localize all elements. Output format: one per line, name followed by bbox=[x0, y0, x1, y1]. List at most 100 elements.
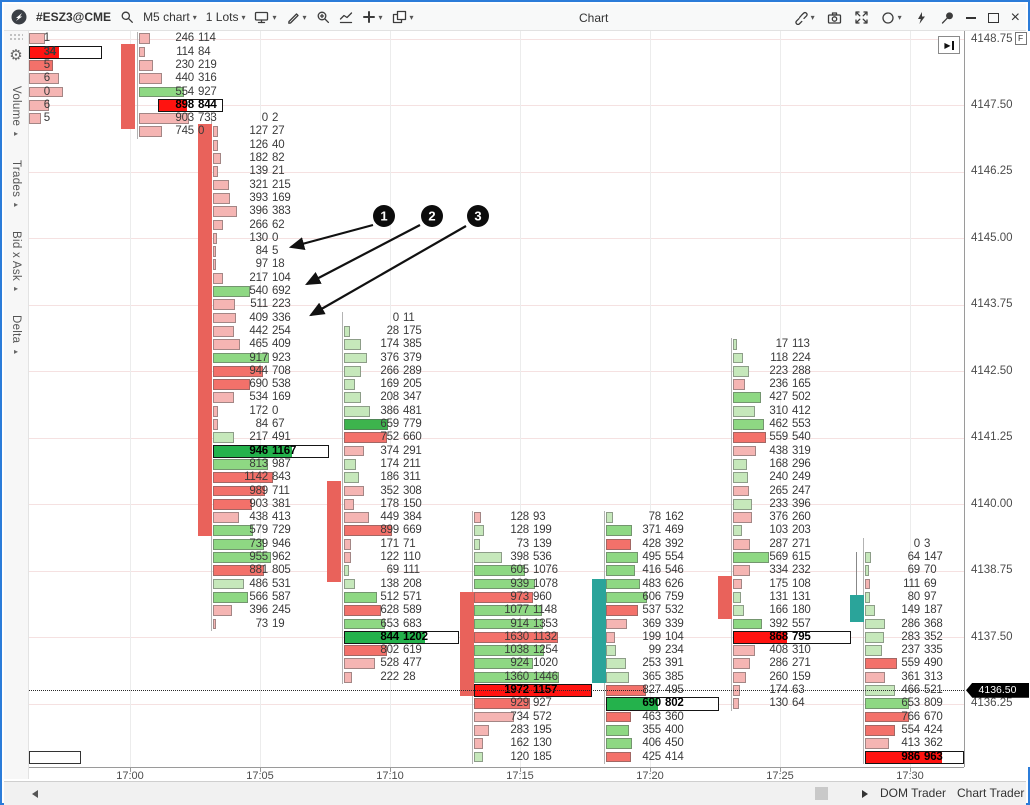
tab-dom-trader[interactable]: DOM Trader bbox=[880, 786, 947, 800]
lots-select[interactable]: 1 Lots ▾ bbox=[206, 10, 246, 24]
volume-bar bbox=[344, 645, 388, 656]
time-tick-mark bbox=[390, 768, 391, 772]
timeframe-label: M5 chart bbox=[143, 10, 190, 24]
footprint-row: 236 165 bbox=[769, 378, 811, 391]
candle-body bbox=[121, 44, 135, 130]
price-tick-label: 4141.25 bbox=[971, 431, 1013, 443]
footprint-row: 1360 1446 bbox=[504, 670, 558, 683]
minimize-button[interactable] bbox=[965, 16, 976, 19]
pin-icon[interactable] bbox=[940, 11, 954, 25]
drawing-tools-button[interactable]: ▾ bbox=[286, 10, 307, 24]
tab-chart-trader[interactable]: Chart Trader bbox=[957, 786, 1025, 800]
plus-icon bbox=[362, 10, 376, 24]
h-gridline bbox=[29, 371, 964, 372]
add-panel-button[interactable]: ▾ bbox=[362, 10, 383, 24]
sidebar-item-bid-x-ask[interactable]: Bid x Ask ▸ bbox=[10, 231, 22, 293]
footprint-row: 463 360 bbox=[642, 710, 684, 723]
footprint-row: 286 271 bbox=[769, 657, 811, 670]
shape-style-button[interactable]: ▾ bbox=[881, 11, 902, 25]
volume-bar bbox=[213, 259, 217, 271]
footprint-row: 0 bbox=[43, 85, 50, 98]
quick-settings-icon[interactable] bbox=[914, 11, 928, 25]
symbol-label[interactable]: #ESZ3@CME bbox=[36, 10, 112, 24]
volume-bar bbox=[606, 711, 631, 723]
footprint-row: 690 802 bbox=[642, 697, 684, 710]
footprint-row: 260 159 bbox=[769, 670, 811, 683]
volume-bar bbox=[474, 538, 481, 550]
footprint-row: 1 bbox=[43, 32, 50, 45]
volume-bar bbox=[733, 458, 748, 470]
volume-bar bbox=[344, 618, 385, 630]
footprint-row: 393 169 bbox=[249, 191, 291, 204]
auto-scale-button[interactable]: F bbox=[1014, 32, 1027, 45]
footprint-row: 230 219 bbox=[175, 58, 217, 71]
monitor-icon bbox=[254, 10, 269, 24]
gear-icon[interactable]: ⚙ bbox=[9, 47, 23, 64]
sidebar-item-trades[interactable]: Trades ▸ bbox=[10, 160, 22, 209]
volume-bar bbox=[344, 405, 371, 417]
volume-bar bbox=[606, 538, 631, 550]
footprint-row: 1142 843 bbox=[244, 471, 291, 484]
link-group-button[interactable]: ▾ bbox=[793, 10, 815, 25]
sidebar-item-delta[interactable]: Delta ▸ bbox=[10, 315, 22, 355]
footprint-row: 283 352 bbox=[901, 630, 943, 643]
sidebar-item-volume[interactable]: Volume ▸ bbox=[10, 86, 22, 138]
v-gridline bbox=[520, 31, 521, 767]
screenshot-icon[interactable] bbox=[827, 11, 842, 25]
footprint-row: 34 bbox=[43, 45, 57, 58]
footprint-row: 174 211 bbox=[380, 457, 421, 470]
expand-tabs-icon[interactable] bbox=[862, 790, 868, 798]
footprint-row: 217 104 bbox=[249, 271, 291, 284]
time-axis[interactable]: 17:00 17:05 17:10 17:15 17:20 17:25 17:30 bbox=[29, 767, 964, 782]
volume-bar bbox=[733, 538, 750, 550]
fullscreen-icon[interactable] bbox=[854, 10, 869, 25]
drag-handle[interactable] bbox=[9, 33, 23, 42]
footprint-row: 355 400 bbox=[642, 723, 684, 736]
layout-button[interactable]: ▾ bbox=[392, 10, 414, 25]
volume-bar bbox=[213, 232, 217, 244]
maximize-button[interactable] bbox=[987, 12, 999, 23]
unlink-icon bbox=[793, 10, 808, 25]
volume-bar bbox=[474, 605, 542, 617]
h-gridline bbox=[29, 39, 964, 40]
dom-views-button[interactable]: ▾ bbox=[254, 10, 277, 24]
volume-bar bbox=[344, 578, 355, 590]
volume-bar bbox=[213, 578, 244, 590]
volume-bar bbox=[29, 73, 59, 85]
close-button[interactable]: × bbox=[1010, 8, 1020, 26]
zoom-in-icon[interactable] bbox=[316, 10, 330, 24]
footprint-row: 955 962 bbox=[249, 551, 291, 564]
bottom-bar: DOM Trader Chart Trader bbox=[4, 781, 1026, 805]
volume-bar bbox=[213, 472, 274, 484]
volume-bar bbox=[344, 552, 352, 563]
price-axis[interactable]: 4148.75 F 4147.50 4146.25 4145.00 4143.75 4142… bbox=[964, 31, 1030, 767]
volume-bar bbox=[344, 485, 365, 497]
volume-bar bbox=[733, 605, 744, 617]
volume-bar bbox=[733, 498, 753, 510]
time-tick-label: 17:00 bbox=[116, 770, 144, 782]
volume-bar bbox=[865, 738, 889, 750]
footprint-row: 5 bbox=[43, 112, 50, 125]
price-tick-label: 4138.75 bbox=[971, 564, 1013, 576]
search-icon[interactable] bbox=[120, 10, 134, 24]
volume-bar bbox=[474, 724, 489, 736]
timeframe-select[interactable]: M5 chart ▾ bbox=[143, 10, 197, 24]
footprint-row: 428 392 bbox=[642, 537, 684, 550]
footprint-row: 392 557 bbox=[769, 617, 811, 630]
play-icon: ▶ bbox=[944, 40, 951, 50]
go-to-latest-button[interactable]: ▶ bbox=[938, 36, 960, 54]
chevron-right-icon: ▸ bbox=[13, 284, 18, 294]
scroll-left-icon[interactable] bbox=[32, 790, 38, 798]
volume-bar bbox=[733, 645, 755, 656]
chart-plot[interactable]: ▶ 246 114 114 84 230 219 440 316 554 927 898 844 903… bbox=[29, 31, 964, 767]
h-gridline bbox=[29, 172, 964, 173]
volume-bar bbox=[865, 645, 883, 656]
volume-bar bbox=[344, 538, 352, 550]
price-tick-label: 4137.50 bbox=[971, 630, 1013, 643]
time-tick-mark bbox=[650, 768, 651, 772]
app-logo-icon bbox=[11, 9, 27, 25]
scrollbar-thumb[interactable] bbox=[815, 787, 828, 800]
indicators-icon[interactable] bbox=[339, 10, 353, 24]
footprint-row: 802 619 bbox=[380, 644, 422, 657]
